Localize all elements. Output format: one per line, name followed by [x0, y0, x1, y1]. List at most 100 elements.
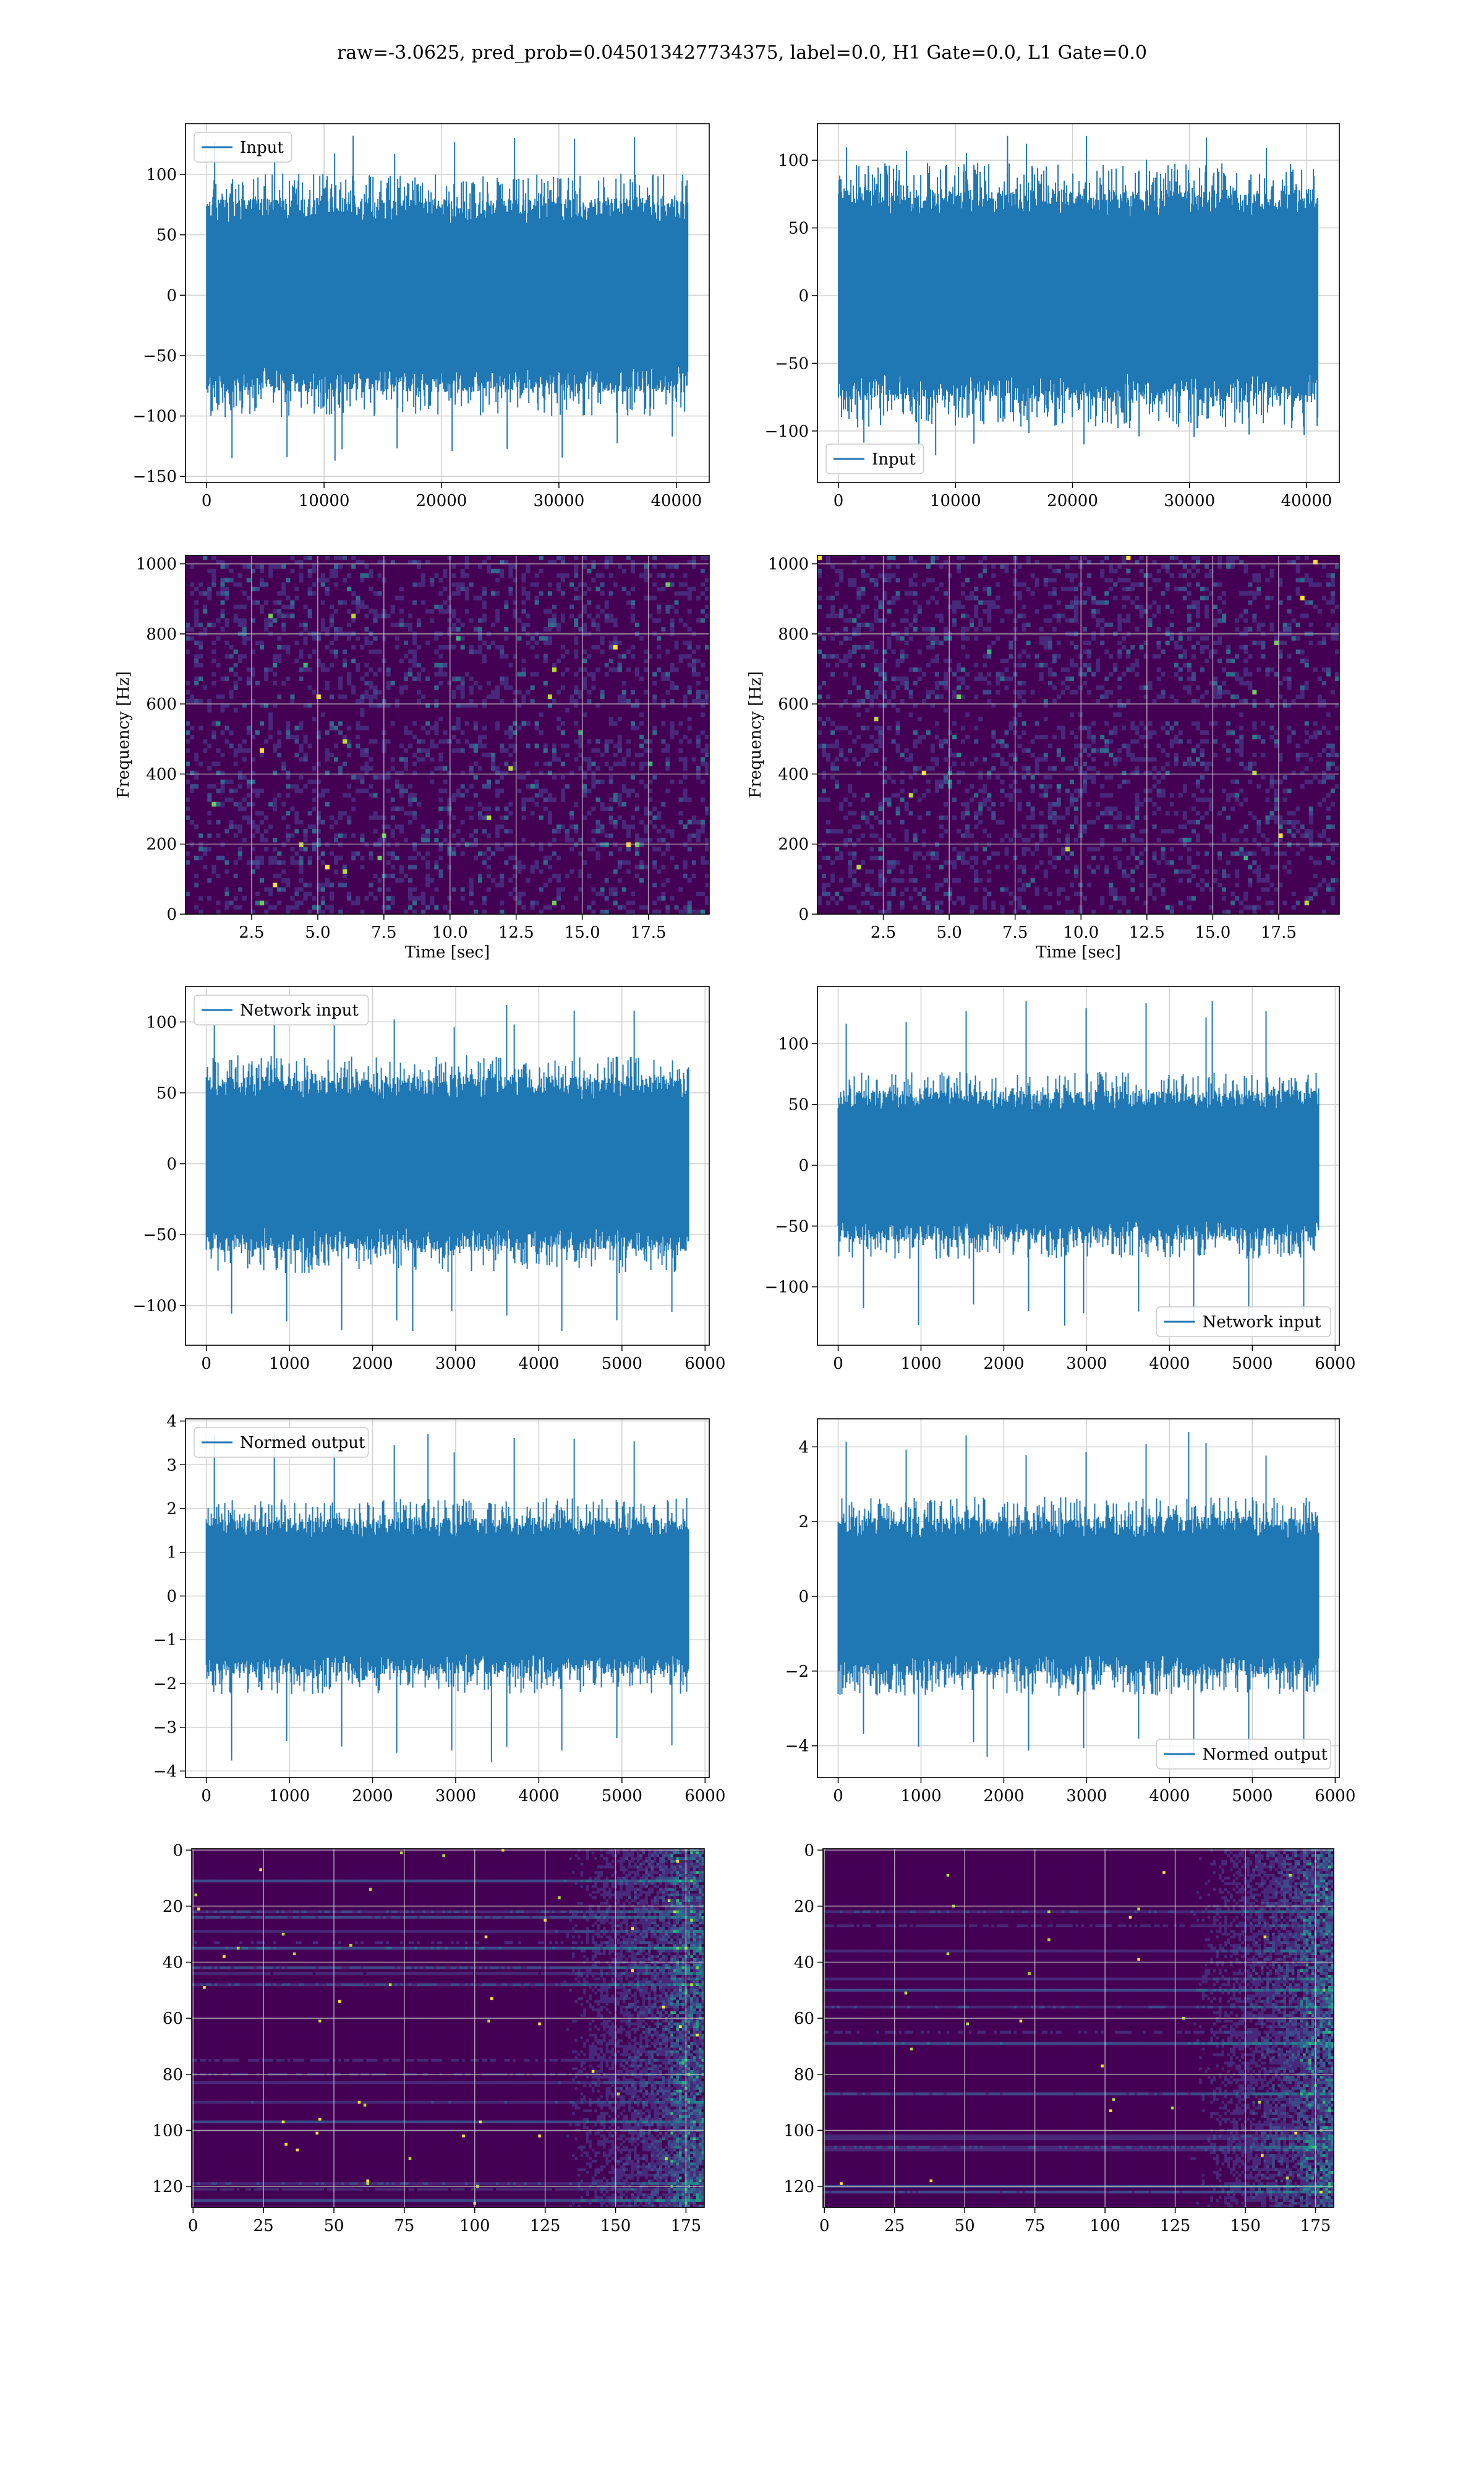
heatmap-cell [665, 695, 670, 700]
heatmap-cell [539, 677, 544, 682]
heatmap-cell [644, 614, 649, 618]
heatmap-cell [321, 627, 326, 632]
heatmap-cell [412, 685, 417, 690]
heatmap-cell [652, 726, 657, 731]
heatmap-cell [308, 636, 313, 641]
heatmap-cell [225, 591, 230, 596]
heatmap-cell [474, 591, 479, 596]
heatmap-cell [211, 663, 216, 668]
heatmap-cell [299, 713, 304, 717]
heatmap-cell [198, 636, 203, 641]
heatmap-cell [343, 596, 348, 601]
heatmap-cell [364, 730, 369, 735]
heatmap-cell [495, 681, 500, 686]
heatmap-cell [644, 649, 649, 654]
heatmap-cell [683, 569, 688, 574]
heatmap-cell [565, 730, 570, 735]
heatmap-cell [351, 578, 356, 583]
heatmap-cell [421, 618, 426, 623]
heatmap-cell [587, 578, 592, 583]
heatmap-cell [504, 573, 509, 578]
heatmap-cell [312, 591, 317, 596]
heatmap-cell [312, 618, 317, 623]
heatmap-cell [500, 627, 505, 632]
heatmap-cell [386, 713, 391, 717]
heatmap-cell [692, 601, 697, 606]
heatmap-cell [548, 596, 553, 601]
heatmap-cell [338, 649, 343, 654]
heatmap-cell [190, 690, 195, 695]
heatmap-cell [587, 601, 592, 606]
heatmap-cell [622, 618, 627, 623]
heatmap-cell [334, 636, 339, 641]
heatmap-cell [325, 618, 330, 623]
heatmap-cell [211, 565, 216, 570]
heatmap-cell [582, 685, 587, 690]
heatmap-cell [513, 645, 518, 650]
heatmap-cell [198, 667, 203, 672]
heatmap-cell [356, 565, 360, 570]
heatmap-cell [631, 623, 636, 628]
heatmap-cell [618, 614, 623, 618]
heatmap-cell [203, 685, 208, 690]
heatmap-cell [582, 641, 587, 646]
heatmap-cell [216, 618, 221, 623]
heatmap-cell [644, 681, 649, 686]
heatmap-cell [247, 677, 252, 682]
heatmap-cell [238, 681, 243, 686]
heatmap-cell [347, 641, 352, 646]
heatmap-cell [657, 636, 662, 641]
heatmap-cell [207, 555, 212, 560]
heatmap-cell [268, 699, 273, 704]
heatmap-cell [526, 726, 531, 731]
heatmap-cell [373, 708, 378, 713]
heatmap-cell [582, 717, 587, 722]
heatmap-cell [657, 596, 662, 601]
heatmap-cell [412, 695, 417, 700]
heatmap-cell [688, 614, 693, 618]
heatmap-cell [609, 636, 614, 641]
heatmap-cell [526, 596, 531, 601]
heatmap-cell [399, 677, 404, 682]
heatmap-cell [325, 713, 330, 717]
heatmap-cell [487, 573, 492, 578]
x-tick-label: 20000 [1047, 492, 1098, 510]
heatmap-cell [438, 721, 443, 726]
heatmap-cell [391, 583, 396, 588]
heatmap-cell [500, 569, 505, 574]
heatmap-cell [308, 699, 313, 704]
heatmap-cell [605, 565, 610, 570]
heatmap-cell [491, 672, 496, 677]
heatmap-cell [325, 730, 330, 735]
heatmap-cell [430, 708, 435, 713]
heatmap-cell [395, 618, 400, 623]
heatmap-cell [561, 569, 566, 574]
heatmap-cell [198, 601, 203, 606]
heatmap-cell [631, 708, 636, 713]
heatmap-cell [618, 645, 623, 650]
heatmap-cell [535, 735, 540, 740]
heatmap-cell [425, 672, 430, 677]
heatmap-cell [679, 583, 684, 588]
heatmap-cell [308, 609, 313, 614]
heatmap-cell [369, 726, 373, 731]
heatmap-cell [544, 591, 548, 596]
heatmap-cell [294, 708, 299, 713]
heatmap-cell [469, 636, 474, 641]
heatmap-cell [474, 569, 479, 574]
heatmap-cell [683, 618, 688, 623]
heatmap-cell [338, 618, 343, 623]
heatmap-cell [582, 614, 587, 618]
heatmap-cell [600, 636, 605, 641]
heatmap-cell [504, 713, 509, 717]
heatmap-cell [679, 667, 684, 672]
heatmap-cell [421, 699, 426, 704]
heatmap-cell [556, 649, 561, 654]
heatmap-cell [325, 695, 330, 700]
heatmap-cell [304, 596, 309, 601]
heatmap-cell [347, 645, 352, 650]
heatmap-cell [290, 587, 295, 592]
heatmap-cell [595, 623, 600, 628]
heatmap-cell [644, 726, 649, 731]
heatmap-cell [556, 735, 561, 740]
